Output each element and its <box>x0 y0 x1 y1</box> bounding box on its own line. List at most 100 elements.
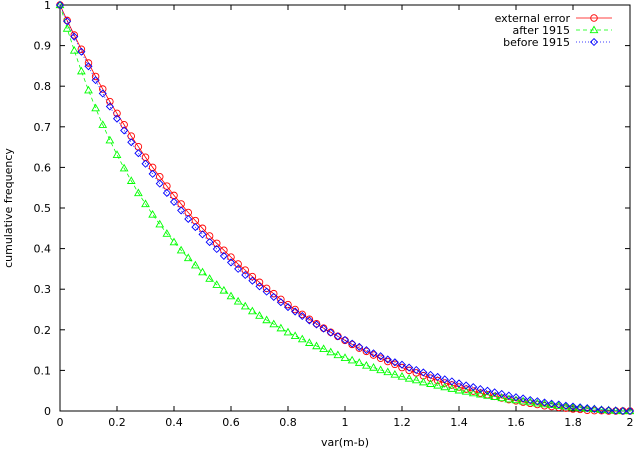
series-3-point <box>63 17 72 26</box>
series-1-point <box>426 374 435 382</box>
series-2-point <box>618 406 628 415</box>
x-tick-label: 1.4 <box>450 416 468 429</box>
series-3-point <box>184 214 193 223</box>
series-3-point <box>269 292 278 301</box>
series-3-point <box>611 406 620 415</box>
x-tick-label: 0.4 <box>165 416 183 429</box>
series-3-point <box>519 394 528 403</box>
series-3-point <box>590 404 599 414</box>
x-tick-label: 1 <box>342 416 349 429</box>
series-3-point <box>440 375 449 384</box>
series-2-point <box>433 380 443 389</box>
series-2-point <box>262 315 272 324</box>
series-3-point <box>511 393 521 402</box>
series-2-point <box>98 120 108 128</box>
y-tick-label: 0.7 <box>34 121 52 134</box>
series-1-point <box>469 387 478 395</box>
legend-marker-2 <box>589 25 599 34</box>
series-3-point <box>561 401 570 410</box>
y-tick-label: 0 <box>44 405 51 418</box>
series-3-point <box>362 346 371 355</box>
series-3-point <box>540 398 549 407</box>
series-1-point <box>120 121 128 129</box>
series-2-point <box>361 361 371 369</box>
series-2-point <box>269 319 279 328</box>
series-1-point <box>405 366 413 375</box>
series-3-point <box>419 368 428 377</box>
series-2-point <box>62 24 72 32</box>
y-tick-label: 0.4 <box>34 243 52 256</box>
series-3-point <box>162 188 171 198</box>
series-1-point <box>455 383 463 391</box>
series-3-point <box>91 76 100 85</box>
series-2-point <box>483 391 492 399</box>
series-3-point <box>412 365 421 375</box>
series-2-point <box>326 347 336 356</box>
series-3-point <box>625 406 634 416</box>
series-1-point <box>84 59 93 67</box>
series-3-point <box>198 230 207 239</box>
series-2-point <box>319 344 329 353</box>
series-3-point <box>212 244 221 254</box>
series-3-point <box>369 349 378 358</box>
series-2-point <box>397 371 407 380</box>
series-1-point <box>519 398 527 406</box>
series-2-point <box>126 176 136 184</box>
series-3-point <box>205 238 214 247</box>
series-3-point <box>148 169 157 178</box>
series-2-point <box>141 199 150 208</box>
x-tick-label: 1.8 <box>564 416 582 429</box>
series-1-point <box>91 72 100 81</box>
series-1-point <box>597 406 606 415</box>
legend-label-1: external error <box>495 12 571 25</box>
series-2-point <box>290 331 300 340</box>
series-2-point <box>119 163 129 172</box>
series-1-point <box>255 278 264 287</box>
series-3-point <box>141 159 150 168</box>
series-3-point <box>305 316 314 325</box>
series-1-point <box>391 360 399 369</box>
x-tick-label: 1.2 <box>393 416 411 429</box>
series-3-point <box>469 383 478 392</box>
series-3-point <box>177 206 186 215</box>
series-2-point <box>390 369 400 378</box>
series-1-point <box>298 310 307 319</box>
series-2-point <box>255 311 264 319</box>
series-1-point <box>369 351 378 359</box>
y-tick-label: 0.6 <box>34 161 52 174</box>
series-2-line <box>59 4 630 412</box>
series-2-point <box>233 296 243 305</box>
series-3-point <box>483 386 492 395</box>
series-3-point <box>568 402 578 411</box>
series-3-point <box>191 223 200 232</box>
series-2-point <box>504 394 514 403</box>
series-2-point <box>404 374 414 382</box>
y-tick-label: 1 <box>44 0 51 12</box>
series-3-point <box>604 406 613 415</box>
series-3-point <box>576 403 585 412</box>
series-1-point <box>70 31 78 39</box>
series-2-point <box>84 85 93 94</box>
series-3-point <box>497 389 506 398</box>
series-1-point <box>384 357 392 366</box>
series-2-point <box>133 188 143 197</box>
series-3-point <box>348 339 357 348</box>
series-2-point <box>461 387 471 395</box>
x-axis-label: var(m-b) <box>321 436 369 449</box>
series-2-point <box>247 306 257 315</box>
series-3-point <box>169 197 179 206</box>
series-3-point <box>155 179 164 188</box>
series-1-point <box>98 85 107 93</box>
y-tick-label: 0.8 <box>34 80 52 93</box>
series-1-point <box>291 305 299 314</box>
series-1-line <box>59 4 630 412</box>
series-3-point <box>433 372 442 381</box>
series-2-point <box>304 338 314 346</box>
series-3-point <box>77 47 86 56</box>
series-1-point <box>441 379 449 387</box>
series-3-point <box>255 282 264 291</box>
series-3-point <box>248 276 257 285</box>
series-2-point <box>312 341 321 350</box>
